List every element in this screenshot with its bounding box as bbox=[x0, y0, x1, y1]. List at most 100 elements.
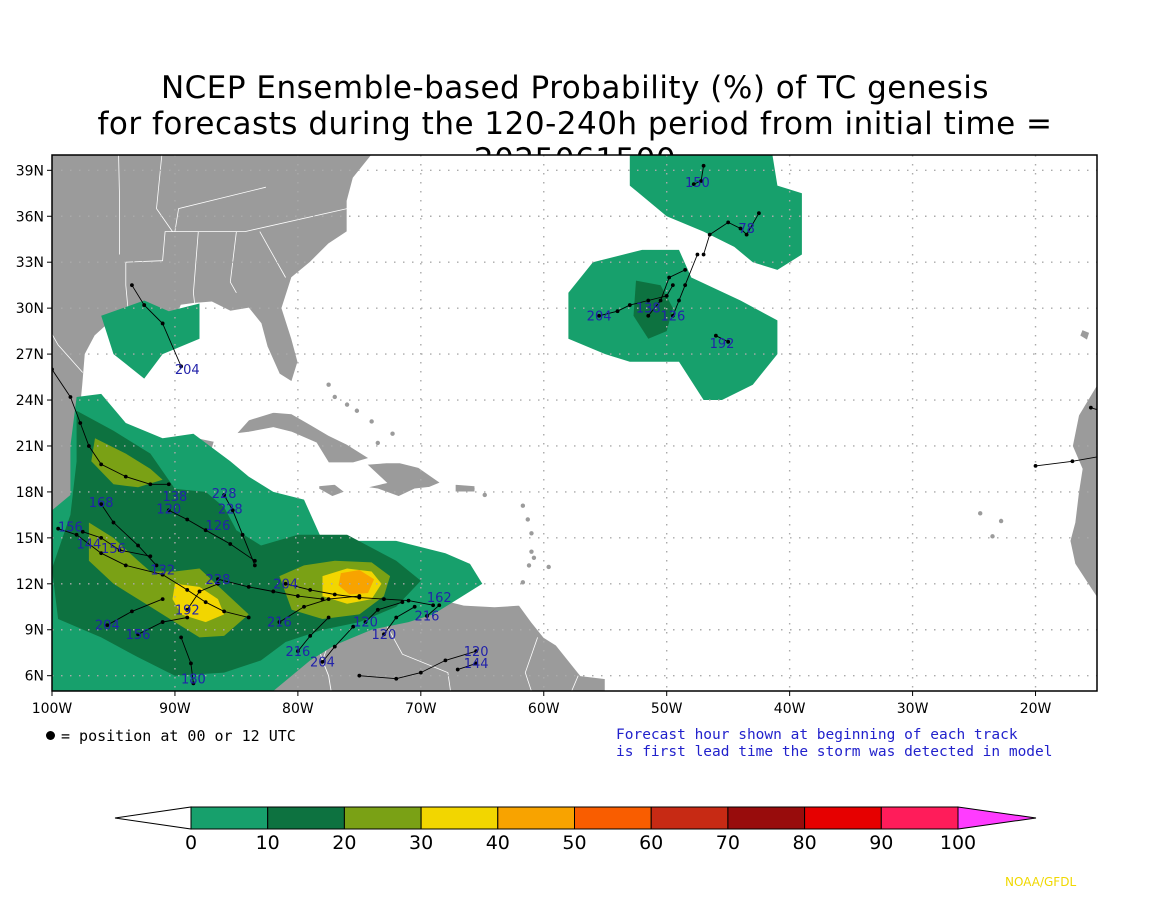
track-position-dot bbox=[99, 502, 104, 507]
hispaniola-land bbox=[365, 462, 442, 497]
lat-tick-label: 30N bbox=[16, 301, 44, 317]
canary-island-land bbox=[1079, 329, 1091, 341]
colorbar-bin bbox=[267, 806, 345, 830]
border-18 bbox=[571, 675, 579, 691]
track-position-dot bbox=[216, 577, 220, 582]
track-position-dot bbox=[357, 673, 362, 678]
forecast-hour-label: 204 bbox=[175, 363, 200, 378]
island-11 bbox=[526, 563, 532, 568]
storm-track bbox=[457, 662, 477, 671]
track-position-dot bbox=[1114, 413, 1118, 417]
forecast-hour-label: 132 bbox=[150, 564, 175, 579]
track-position-dot bbox=[99, 462, 104, 467]
island-8 bbox=[525, 517, 530, 522]
track-position-dot bbox=[701, 252, 706, 257]
graticule bbox=[52, 155, 1097, 691]
island-22 bbox=[998, 518, 1004, 524]
forecast-hour-label: 228 bbox=[218, 502, 243, 517]
track-position-dot bbox=[658, 298, 663, 303]
track-position-dot bbox=[295, 594, 300, 598]
track-position-dot bbox=[437, 603, 442, 608]
track-position-dot bbox=[154, 563, 159, 568]
track-position-dot bbox=[136, 543, 140, 548]
colorbar: 0 10 20 30 40 50 60 70 80 90 100 bbox=[114, 806, 1037, 854]
prob-10-20-area-central-atlantic bbox=[568, 249, 778, 400]
lon-tick-label: 70W bbox=[405, 701, 437, 717]
track-position-dot bbox=[308, 633, 313, 638]
track-position-dot bbox=[160, 321, 165, 326]
track-position-dot bbox=[707, 232, 712, 237]
track-position-dot bbox=[246, 584, 251, 589]
prob-50-60-area-central-caribbean bbox=[338, 570, 375, 595]
track-position-dot bbox=[474, 661, 479, 666]
island-19 bbox=[470, 486, 475, 492]
colorbar-bin bbox=[804, 806, 882, 830]
track-position-dot bbox=[695, 252, 700, 257]
track-position-dot bbox=[203, 528, 208, 533]
island-21 bbox=[978, 511, 983, 516]
track-position-dot bbox=[130, 609, 134, 614]
storm-track bbox=[82, 531, 151, 557]
colorbar-label: 60 bbox=[639, 832, 663, 854]
track-position-dot bbox=[738, 226, 743, 231]
track-position-dot bbox=[474, 649, 479, 654]
track-position-dot bbox=[197, 589, 202, 594]
track-position-dot bbox=[228, 542, 233, 546]
border-17 bbox=[524, 637, 538, 691]
island-12 bbox=[520, 580, 526, 585]
track-position-dot bbox=[295, 649, 300, 654]
forecast-hour-label: 78 bbox=[738, 222, 755, 237]
prob-40-50-area-central-america bbox=[172, 583, 225, 623]
track-position-dot bbox=[699, 179, 704, 183]
track-position-dot bbox=[332, 644, 337, 649]
island-13 bbox=[531, 555, 537, 560]
border-2 bbox=[192, 231, 199, 304]
track-position-dot bbox=[677, 298, 681, 303]
track-position-dot bbox=[166, 482, 171, 487]
track-position-dot bbox=[222, 609, 227, 614]
track-position-dot bbox=[357, 594, 362, 598]
track-position-dot bbox=[105, 623, 110, 628]
track-position-dot bbox=[627, 303, 632, 307]
island-6 bbox=[390, 431, 395, 436]
lat-tick-label: 18N bbox=[16, 485, 44, 501]
track-position-dot bbox=[683, 267, 688, 272]
lat-tick-label: 24N bbox=[16, 393, 44, 409]
track-position-dot bbox=[1088, 405, 1093, 410]
track-position-dot bbox=[99, 535, 104, 540]
track-position-dot bbox=[757, 211, 761, 216]
forecast-hour-label: 216 bbox=[285, 645, 310, 660]
colorbar-label: 30 bbox=[409, 832, 433, 854]
track-position-dot bbox=[1120, 528, 1124, 532]
credit-text: NOAA/GFDL bbox=[1005, 875, 1077, 889]
island-2 bbox=[344, 402, 350, 407]
island-20 bbox=[990, 534, 995, 539]
storm-track bbox=[223, 494, 256, 566]
track-position-dot bbox=[216, 581, 220, 586]
cuba-land bbox=[235, 411, 371, 464]
forecast-hour-label: 228 bbox=[206, 573, 231, 588]
chart-subtitle: for forecasts during the 120-240h period… bbox=[97, 106, 1053, 178]
forecast-hour-label: 120 bbox=[372, 628, 397, 643]
colorbar-label: 20 bbox=[332, 832, 356, 854]
border-5 bbox=[125, 208, 348, 263]
colorbar-label: 0 bbox=[185, 832, 197, 854]
track-position-dot bbox=[240, 532, 245, 537]
colorbar-bin bbox=[343, 806, 422, 830]
forecast-hour-label: 180 bbox=[181, 672, 206, 687]
track-position-dot bbox=[394, 615, 399, 620]
border-6 bbox=[125, 262, 129, 312]
prob-30-40-area-bay-of-campeche bbox=[91, 438, 163, 488]
storm-track bbox=[1090, 407, 1097, 411]
track-position-dot bbox=[683, 283, 688, 288]
track-position-dot bbox=[230, 508, 235, 513]
forecast-hour-label: 204 bbox=[273, 577, 298, 592]
track-position-dot bbox=[326, 615, 331, 620]
lat-tick-label: 39N bbox=[16, 163, 44, 179]
track-position-dot bbox=[351, 624, 356, 629]
forecast-hour-label: 126 bbox=[660, 309, 685, 324]
track-position-dot bbox=[189, 661, 193, 666]
forecast-hour-label: 120 bbox=[353, 616, 378, 631]
colorbar-label: 90 bbox=[869, 832, 893, 854]
